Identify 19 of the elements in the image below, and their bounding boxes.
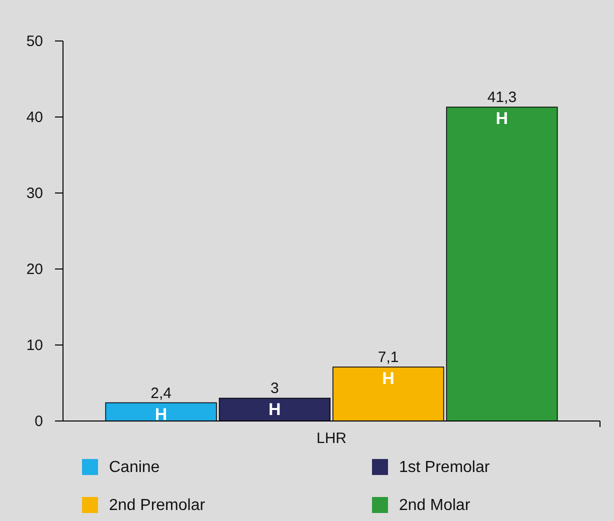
data-label: 2,4 bbox=[150, 384, 172, 402]
y-tick-label: 30 bbox=[26, 185, 43, 202]
y-tick-label: 10 bbox=[26, 337, 43, 354]
data-label: 41,3 bbox=[487, 89, 517, 106]
annotation: H bbox=[382, 369, 394, 388]
y-tick-label: 40 bbox=[26, 109, 43, 126]
y-tick-label: 20 bbox=[26, 261, 43, 278]
x-tick-label: LHR bbox=[316, 430, 347, 447]
legend-label: 1st Premolar bbox=[399, 459, 490, 476]
annotation: H bbox=[154, 404, 168, 424]
data-label: 3 bbox=[270, 380, 279, 398]
legend-label: Canine bbox=[109, 459, 160, 476]
data-label: 7,1 bbox=[378, 349, 399, 366]
legend-label: 2nd Molar bbox=[399, 497, 471, 514]
annotation: H bbox=[496, 109, 508, 128]
annotation: H bbox=[268, 400, 281, 420]
y-tick-label: 50 bbox=[26, 33, 43, 50]
legend-label: 2nd Premolar bbox=[109, 497, 206, 514]
y-tick-label: 0 bbox=[34, 413, 43, 430]
